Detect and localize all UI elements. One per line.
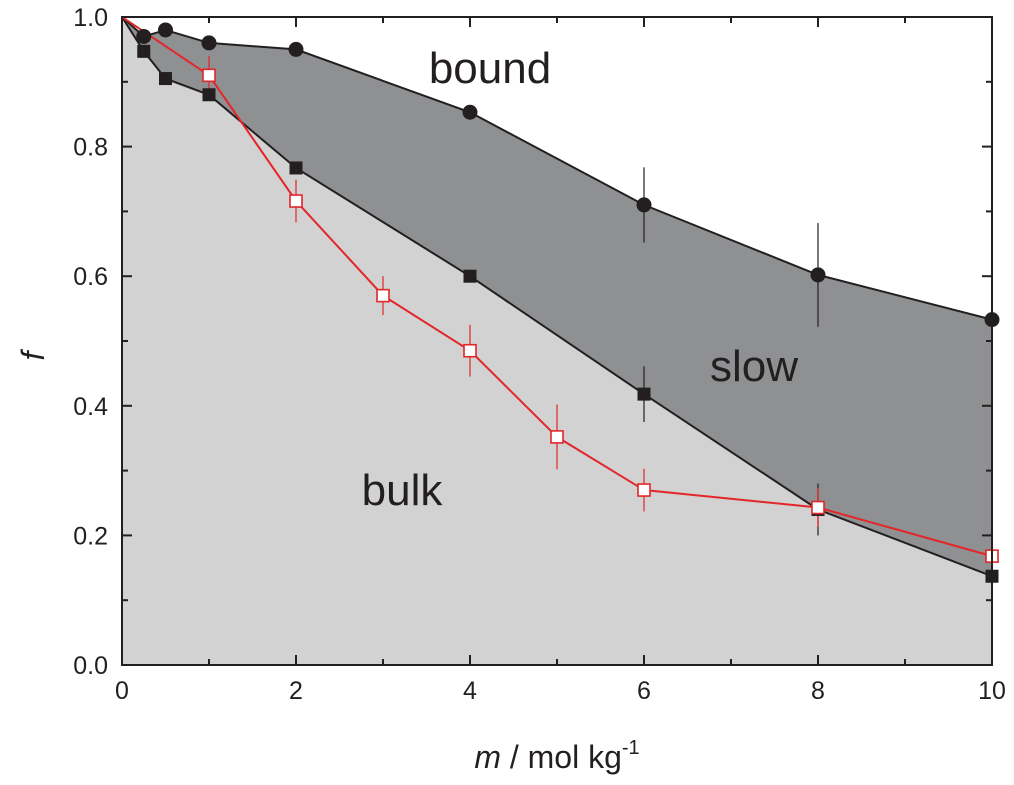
data-point-circle [288, 41, 304, 57]
data-point-open-square [376, 288, 390, 303]
data-point-open-square [202, 68, 216, 83]
axis-ticks: 0 2 4 6 8 10 0.0 0.2 0.4 0.6 0.8 1.0 [73, 4, 1006, 705]
data-point-square [289, 161, 303, 175]
data-point-open-square [550, 430, 564, 444]
y-axis-title: f [15, 348, 51, 360]
x-tick-label: 0 [115, 677, 129, 705]
x-axis-title: m / mol kg-1 [474, 737, 639, 775]
data-point-circle [158, 22, 173, 38]
y-tick-label: 0.6 [73, 263, 108, 291]
y-tick-label: 1.0 [73, 4, 108, 32]
x-axis-unit-exponent: -1 [622, 737, 640, 759]
x-axis-variable: m [474, 739, 501, 775]
data-point-open-square [289, 194, 303, 208]
x-tick-label: 8 [811, 677, 825, 705]
x-tick-label: 6 [637, 677, 651, 705]
data-point-square [159, 72, 172, 86]
data-markers [136, 22, 1000, 583]
y-tick-label: 0.2 [73, 522, 108, 550]
y-tick-label: 0.4 [73, 393, 108, 421]
data-point-open-square [463, 343, 477, 358]
y-tick-label: 0.0 [73, 652, 108, 680]
data-point-open-square [811, 500, 825, 515]
data-point-square [637, 387, 651, 401]
slow-region [122, 17, 992, 577]
region-label-bulk: bulk [362, 466, 444, 515]
data-point-circle [201, 35, 217, 51]
data-point-open-square [637, 483, 651, 497]
x-tick-label: 4 [463, 677, 477, 705]
x-axis-unit: / mol kg [501, 739, 622, 775]
data-point-circle [462, 104, 478, 120]
region-label-bound: bound [429, 44, 551, 93]
region-fills [122, 17, 992, 665]
region-label-slow: slow [710, 342, 798, 391]
data-point-circle [136, 28, 152, 44]
x-tick-label: 10 [978, 677, 1006, 705]
data-point-square [463, 269, 477, 283]
data-point-circle [810, 267, 826, 283]
x-tick-label: 2 [289, 677, 303, 705]
y-tick-label: 0.8 [73, 134, 108, 162]
data-point-circle [636, 197, 652, 213]
data-point-square [137, 44, 151, 58]
data-point-square [202, 88, 216, 102]
